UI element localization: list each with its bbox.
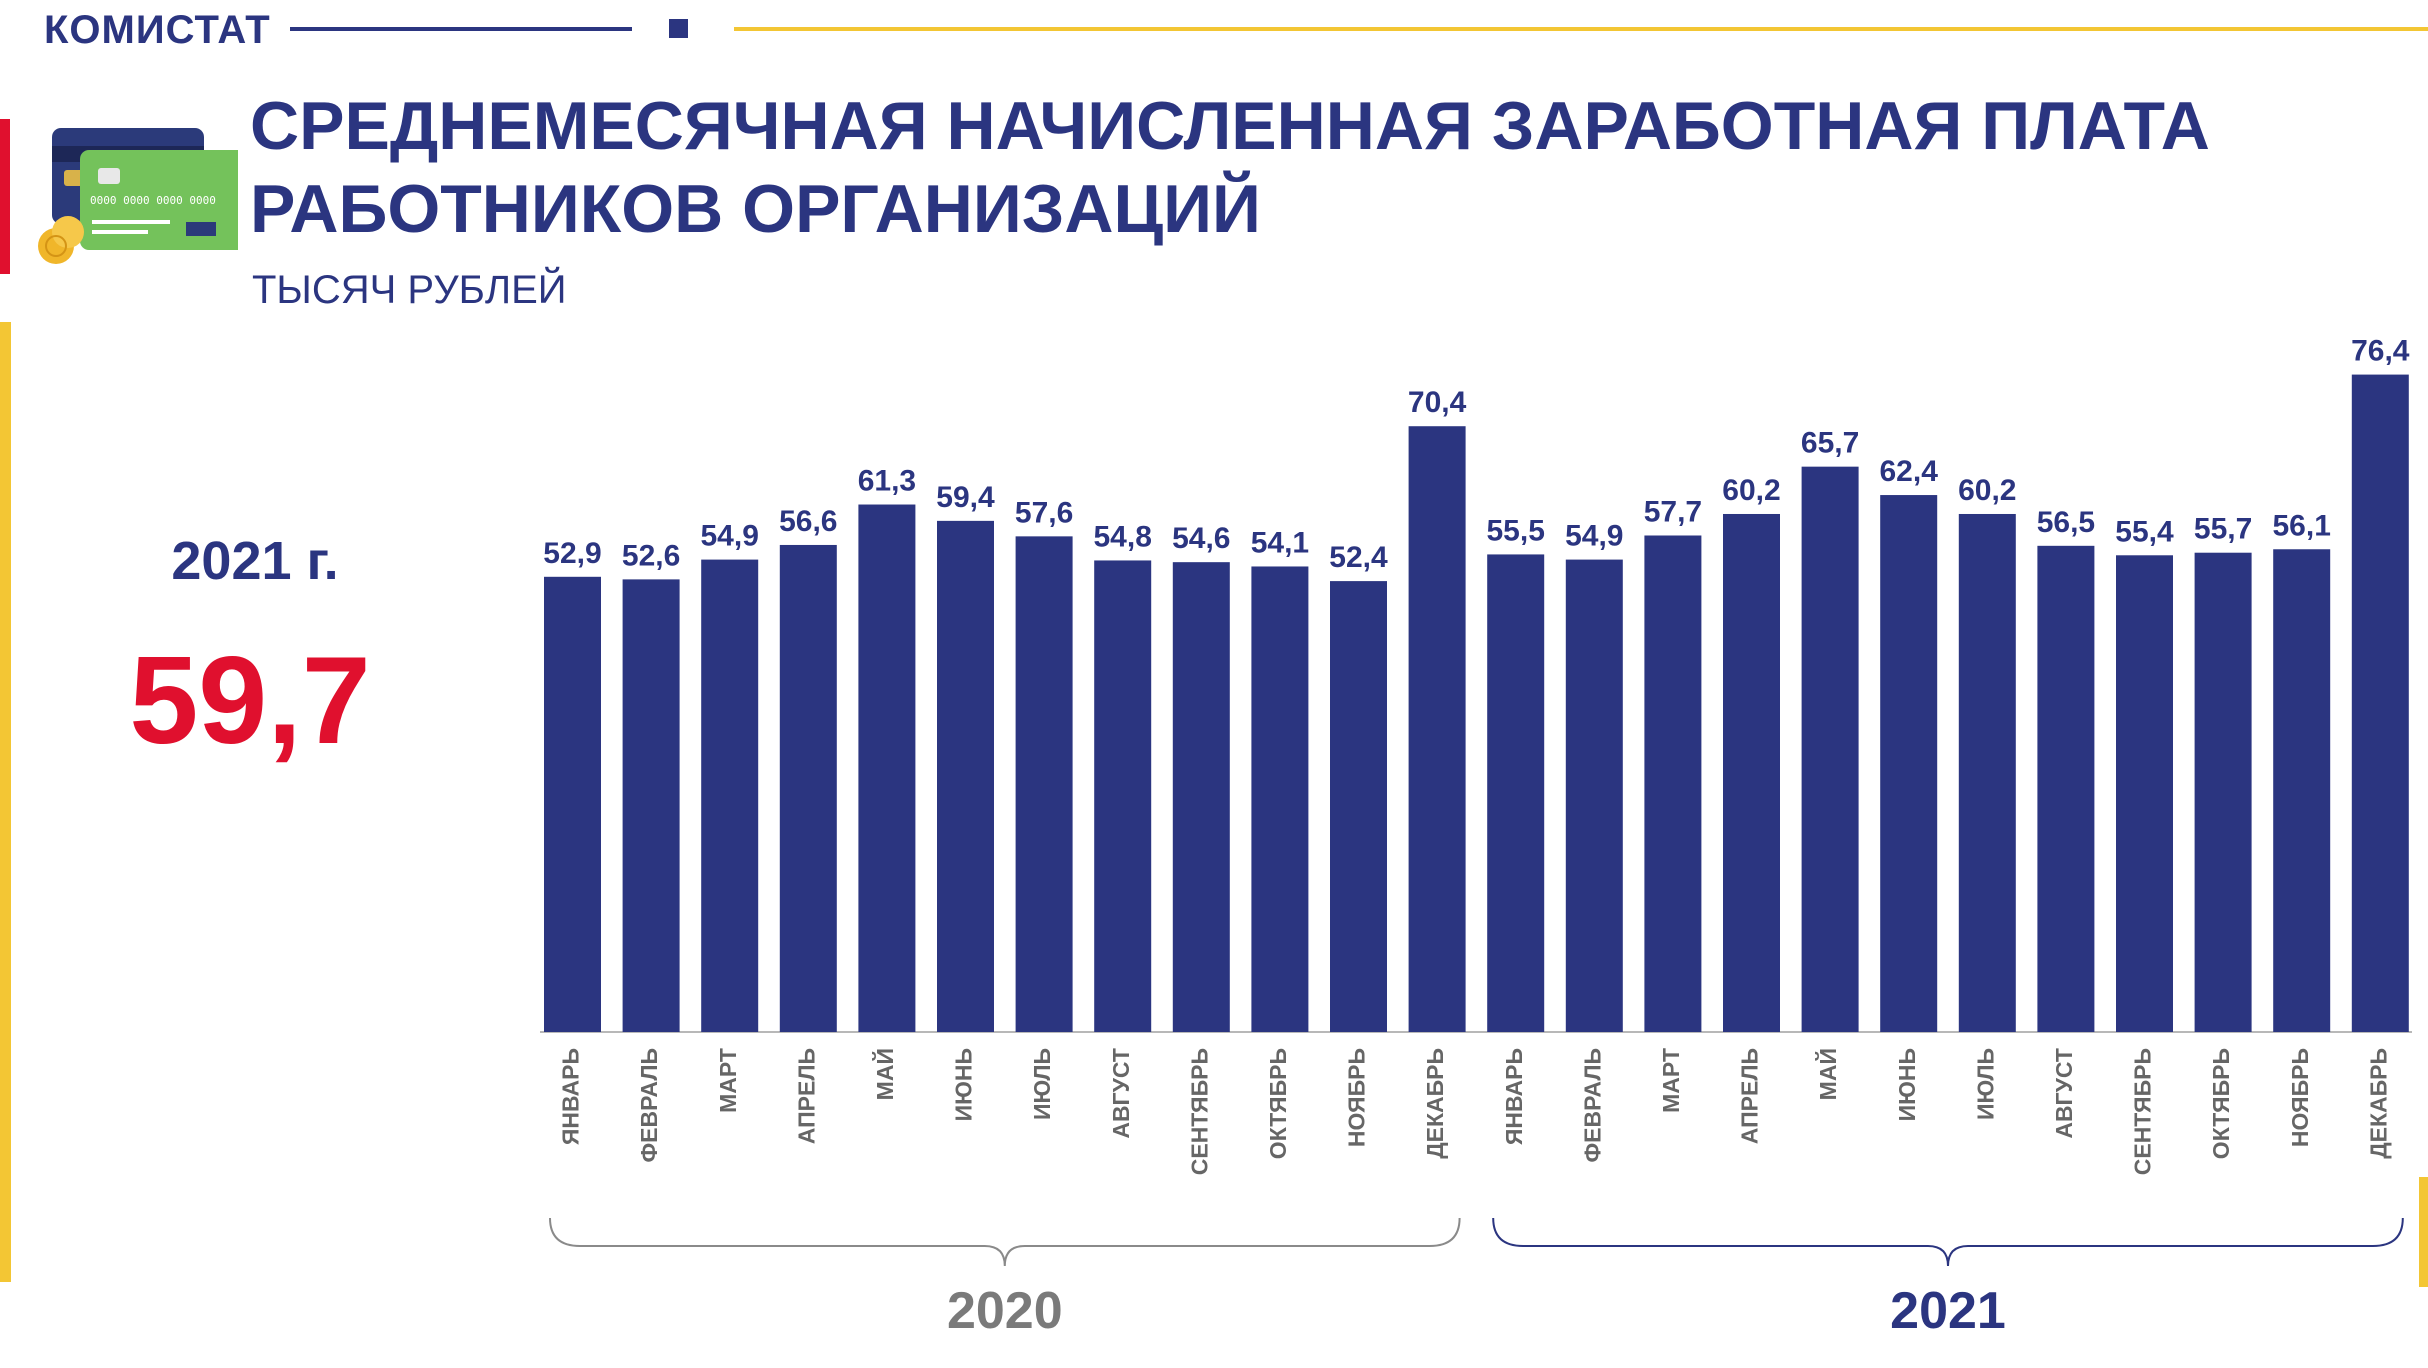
x-tick-label-2021-8: АВГУСТ xyxy=(2051,1048,2077,1139)
data-label-2020-6: 59,4 xyxy=(936,481,995,514)
data-label-2021-7: 60,2 xyxy=(1958,474,2016,507)
data-label-2020-3: 54,9 xyxy=(701,520,759,553)
chart-title-line-2: РАБОТНИКОВ ОРГАНИЗАЦИЙ xyxy=(250,171,1261,247)
header-rule-square xyxy=(669,19,688,38)
header-rule-blue xyxy=(290,27,632,31)
data-label-2020-1: 52,9 xyxy=(543,537,601,570)
data-label-2021-8: 56,5 xyxy=(2037,506,2095,539)
bar-2021-11 xyxy=(2273,549,2331,1032)
x-tick-label-2020-2: ФЕВРАЛЬ xyxy=(636,1048,662,1162)
x-tick-label-2021-6: ИЮНЬ xyxy=(1894,1048,1920,1121)
data-label-2020-11: 52,4 xyxy=(1329,541,1388,574)
bar-2021-1 xyxy=(1487,554,1545,1032)
bar-2020-6 xyxy=(937,520,994,1032)
x-tick-label-2020-11: НОЯБРЬ xyxy=(1344,1048,1370,1147)
x-tick-label-2021-4: АПРЕЛЬ xyxy=(1737,1048,1763,1144)
x-tick-label-2020-6: ИЮНЬ xyxy=(951,1048,977,1121)
data-label-2021-12: 76,4 xyxy=(2351,335,2410,368)
year-brace-2020 xyxy=(549,1217,1461,1267)
bar-2020-8 xyxy=(1094,560,1152,1032)
accent-bar-yellow xyxy=(0,322,11,1282)
bar-2020-9 xyxy=(1172,562,1230,1032)
x-tick-label-2021-12: ДЕКАБРЬ xyxy=(2365,1048,2391,1159)
kpi-year-label: 2021 г. xyxy=(171,531,339,591)
data-label-2020-2: 52,6 xyxy=(622,539,680,572)
bar-2021-9 xyxy=(2116,555,2173,1032)
data-label-2020-5: 61,3 xyxy=(858,465,916,498)
data-label-2021-11: 56,1 xyxy=(2273,509,2331,542)
data-label-2021-9: 55,4 xyxy=(2115,515,2174,548)
kpi-value: 59,7 xyxy=(129,632,371,770)
x-tick-label-2021-10: ОКТЯБРЬ xyxy=(2208,1048,2234,1159)
bar-2020-2 xyxy=(622,579,680,1032)
x-tick-label-2020-12: ДЕКАБРЬ xyxy=(1422,1048,1448,1159)
data-label-2021-2: 54,9 xyxy=(1565,520,1623,553)
bar-2021-6 xyxy=(1880,495,1938,1032)
chart-title-line-1: СРЕДНЕМЕСЯЧНАЯ НАЧИСЛЕННАЯ ЗАРАБОТНАЯ ПЛ… xyxy=(250,88,2210,164)
data-label-2021-5: 65,7 xyxy=(1801,427,1859,460)
x-tick-label-2020-10: ОКТЯБРЬ xyxy=(1265,1048,1291,1159)
x-tick-label-2021-5: МАЙ xyxy=(1814,1048,1841,1100)
x-tick-label-2021-7: ИЮЛЬ xyxy=(1972,1048,1998,1120)
x-tick-label-2021-9: СЕНТЯБРЬ xyxy=(2130,1048,2156,1175)
data-label-2021-6: 62,4 xyxy=(1880,455,1939,488)
chart-subtitle: ТЫСЯЧ РУБЛЕЙ xyxy=(252,268,567,312)
bar-2021-5 xyxy=(1801,466,1859,1033)
x-tick-label-2021-3: МАРТ xyxy=(1658,1048,1684,1113)
data-label-2021-3: 57,7 xyxy=(1644,495,1702,528)
data-label-2020-8: 54,8 xyxy=(1094,520,1152,553)
bar-2021-3 xyxy=(1644,535,1702,1032)
x-tick-label-2020-3: МАРТ xyxy=(715,1048,741,1113)
data-label-2020-9: 54,6 xyxy=(1172,522,1230,555)
x-tick-label-2020-1: ЯНВАРЬ xyxy=(558,1048,584,1145)
bar-2020-4 xyxy=(779,544,837,1032)
data-label-2020-10: 54,1 xyxy=(1251,526,1309,559)
bar-2020-12 xyxy=(1408,426,1466,1032)
bar-2020-7 xyxy=(1015,536,1073,1032)
bar-2020-3 xyxy=(701,559,759,1032)
bar-2020-11 xyxy=(1330,581,1387,1032)
year-group-label-2021: 2021 xyxy=(1890,1282,2006,1340)
chart-title: СРЕДНЕМЕСЯЧНАЯ НАЧИСЛЕННАЯ ЗАРАБОТНАЯ ПЛ… xyxy=(250,85,2210,251)
credit-cards-icon: 0000 0000 0000 0000 xyxy=(38,128,238,264)
x-tick-label-2021-2: ФЕВРАЛЬ xyxy=(1579,1048,1605,1162)
bar-2020-5 xyxy=(858,504,916,1032)
x-tick-label-2020-9: СЕНТЯБРЬ xyxy=(1186,1048,1212,1175)
bar-2021-7 xyxy=(1958,513,2016,1032)
x-tick-label-2020-5: МАЙ xyxy=(871,1048,898,1100)
bar-2021-2 xyxy=(1565,559,1623,1032)
year-brace-2021 xyxy=(1492,1217,2404,1267)
brand-logo-text: КОМИСТАТ xyxy=(44,8,271,52)
data-label-2021-4: 60,2 xyxy=(1722,474,1780,507)
bar-2020-10 xyxy=(1251,566,1309,1032)
x-tick-label-2020-4: АПРЕЛЬ xyxy=(793,1048,819,1144)
accent-bar-red xyxy=(0,119,10,274)
data-label-2020-4: 56,6 xyxy=(779,505,837,538)
header-rule-yellow xyxy=(734,27,2428,31)
x-tick-label-2020-7: ИЮЛЬ xyxy=(1029,1048,1055,1120)
x-tick-label-2021-11: НОЯБРЬ xyxy=(2287,1048,2313,1147)
data-label-2020-12: 70,4 xyxy=(1408,386,1467,419)
svg-text:0000 0000 0000 0000: 0000 0000 0000 0000 xyxy=(90,194,216,207)
data-label-2021-1: 55,5 xyxy=(1487,514,1545,547)
bar-2021-4 xyxy=(1723,513,1780,1032)
bar-2021-10 xyxy=(2194,552,2252,1032)
data-label-2020-7: 57,6 xyxy=(1015,496,1073,529)
bar-2020-1 xyxy=(544,576,601,1032)
bar-2021-8 xyxy=(2037,545,2095,1032)
bar-2021-12 xyxy=(2351,374,2409,1032)
x-tick-label-2021-1: ЯНВАРЬ xyxy=(1501,1048,1527,1145)
x-tick-label-2020-8: АВГУСТ xyxy=(1108,1048,1134,1139)
year-group-label-2020: 2020 xyxy=(947,1282,1063,1340)
data-label-2021-10: 55,7 xyxy=(2194,513,2252,546)
accent-bar-yellow-right xyxy=(2419,1177,2428,1287)
